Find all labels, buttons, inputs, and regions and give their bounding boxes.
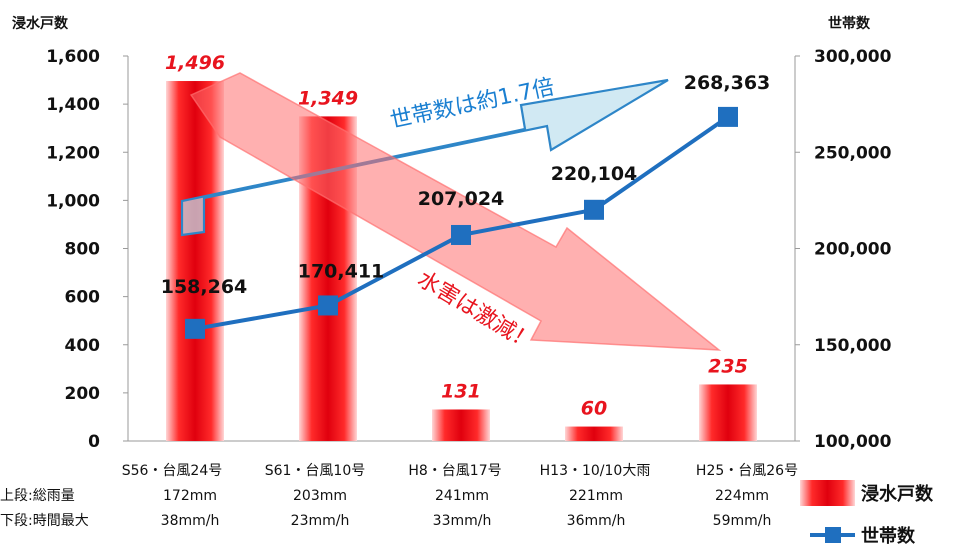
rainfall-total: 224mm [715,488,769,504]
bar-data-label: 235 [708,355,748,377]
line-marker [318,295,338,316]
right-tick-label: 250,000 [814,143,892,163]
right-axis-ticks: 100,000 150,000 200,000 250,000 300,000 [795,47,892,452]
rainfall-total-row: 172mm 203mm 241mm 221mm 224mm [163,488,769,504]
rainfall-total: 172mm [163,488,217,504]
legend-line-label: 世帯数 [861,525,916,547]
bar [166,81,224,442]
line-data-label: 158,264 [161,276,248,298]
right-tick-label: 150,000 [814,336,892,356]
bar-data-label: 1,496 [165,52,225,74]
decrease-arrow [189,72,722,351]
right-tick-label: 200,000 [814,240,892,260]
line-data-labels: 158,264 170,411 207,024 220,104 268,363 [161,72,771,298]
category-label: S61・台風10号 [265,463,366,479]
line-marker [451,224,471,245]
legend-bar-swatch [800,480,855,506]
legend: 浸水戸数 世帯数 [800,480,934,547]
category-labels: S56・台風24号 S61・台風10号 H8・台風17号 H13・10/10大雨 H25… [122,463,798,479]
line-data-label: 207,024 [418,188,505,210]
right-axis-title: 世帯数 [828,15,871,32]
line-data-label: 220,104 [551,163,638,185]
bar [565,426,623,441]
row-label-upper: 上段:総雨量 [0,488,75,504]
line-marker [718,106,738,127]
right-tick-label: 300,000 [814,47,892,67]
rainfall-hourly-max: 59mm/h [713,513,772,529]
bar-data-label: 1,349 [298,87,358,109]
line-marker [584,199,604,220]
rainfall-total: 241mm [435,488,489,504]
legend-line-marker [825,527,841,543]
left-tick-label: 1,000 [46,191,100,211]
legend-bar-label: 浸水戸数 [861,483,934,505]
left-tick-label: 1,200 [46,143,100,163]
line-data-label: 170,411 [298,260,385,282]
row-label-lower: 下段:時間最大 [0,513,89,529]
bar-data-label: 131 [441,380,481,402]
left-tick-label: 200 [65,384,101,404]
rainfall-max-row: 38mm/h 23mm/h 33mm/h 36mm/h 59mm/h [161,513,772,529]
rainfall-hourly-max: 38mm/h [161,513,220,529]
rainfall-hourly-max: 23mm/h [291,513,350,529]
rainfall-total: 203mm [293,488,347,504]
category-label: H8・台風17号 [408,463,501,479]
households-markers [185,106,738,339]
left-tick-label: 800 [65,240,101,260]
left-axis-ticks: 0 200 400 600 800 1,000 1,200 1,400 1,600 [46,47,128,452]
left-tick-label: 0 [88,432,100,452]
left-axis-title: 浸水戸数 [12,15,69,32]
category-label: H13・10/10大雨 [540,463,651,479]
bar [699,384,757,441]
line-data-label: 268,363 [684,72,771,94]
line-marker [185,318,205,339]
category-label: S56・台風24号 [122,463,223,479]
rainfall-hourly-max: 36mm/h [567,513,626,529]
left-tick-label: 1,600 [46,47,100,67]
bar-data-label: 60 [581,398,607,420]
category-label: H25・台風26号 [696,463,798,479]
bar-data-labels: 1,496 1,349 131 60 235 [165,52,748,420]
rainfall-total: 221mm [569,488,623,504]
rainfall-hourly-max: 33mm/h [433,513,492,529]
left-tick-label: 1,400 [46,95,100,115]
bar [432,409,490,441]
right-tick-label: 100,000 [814,432,892,452]
left-tick-label: 600 [65,288,101,308]
left-tick-label: 400 [65,336,101,356]
